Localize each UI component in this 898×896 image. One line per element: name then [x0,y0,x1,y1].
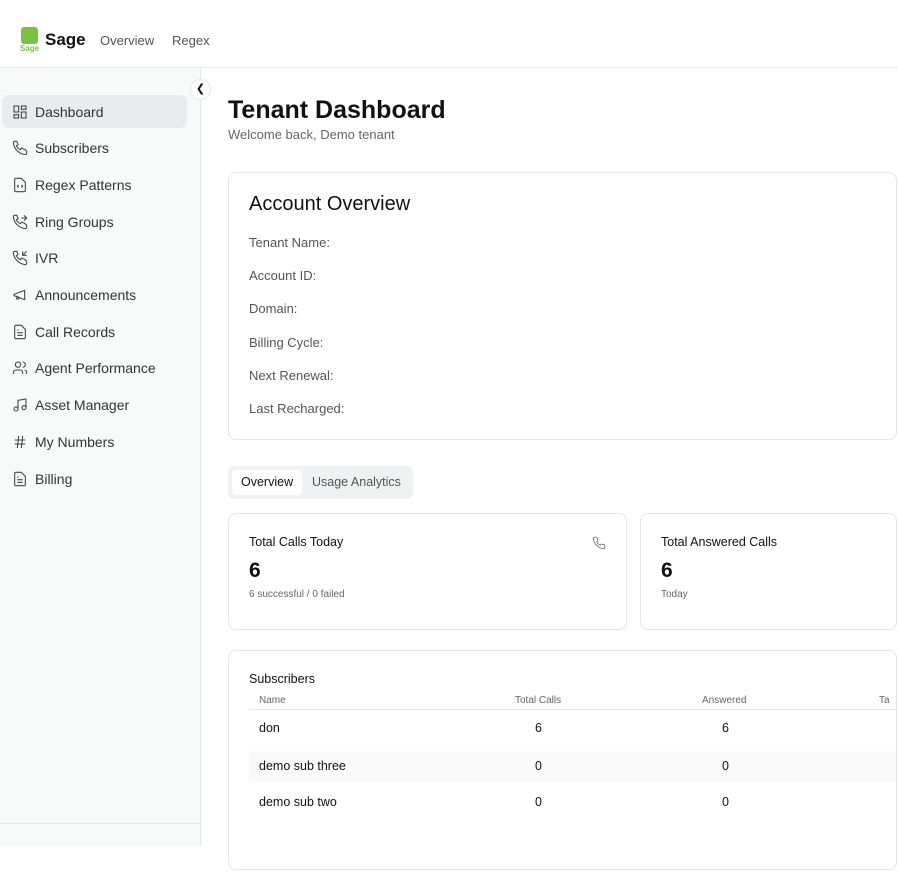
dashboard-icon [13,104,27,119]
stat-label: Total Calls Today [249,535,344,549]
cell-total: 0 [535,759,542,773]
header-divider [249,709,896,710]
sidebar-item-label: Agent Performance [35,360,156,377]
sidebar-item-label: Dashboard [35,103,104,120]
sidebar-item-dashboard[interactable]: Dashboard [2,95,187,128]
phone-icon [12,140,28,156]
main-content: Tenant Dashboard Welcome back, Demo tena… [201,68,898,896]
cell-name: don [259,721,280,735]
page-subtitle: Welcome back, Demo tenant [228,127,395,142]
table-row[interactable]: demo sub three 0 0 [249,751,896,782]
sidebar-item-label: My Numbers [35,433,115,450]
collapse-sidebar-button[interactable]: ❮ [190,79,211,100]
cell-total: 6 [535,721,542,735]
sidebar-item-label: Subscribers [35,140,109,157]
stat-label: Total Answered Calls [661,535,778,549]
account-overview-card: Account Overview Tenant Name: Account ID… [228,172,897,440]
cell-answered: 6 [722,721,729,735]
sidebar-item-call-records[interactable]: Call Records [2,315,187,348]
sidebar-item-asset-manager[interactable]: Asset Manager [2,389,187,422]
sidebar-item-agent-performance[interactable]: Agent Performance [2,352,187,385]
stat-value: 6 [249,559,261,582]
column-header-name: Name [259,695,286,706]
sidebar-item-ring-groups[interactable]: Ring Groups [2,205,187,238]
table-row[interactable]: don 6 6 [249,713,896,744]
tab-overview[interactable]: Overview [232,470,303,495]
sage-logo[interactable]: Sage [20,27,39,53]
sidebar-item-label: Ring Groups [35,213,114,230]
phone-forward-icon [12,214,28,229]
field-account-id: Account ID: [249,268,317,283]
sidebar-item-label: IVR [35,250,59,267]
hash-icon [14,435,26,448]
field-billing-cycle: Billing Cycle: [249,335,324,350]
sidebar-item-billing[interactable]: Billing [2,462,187,495]
file-text-icon [14,324,26,339]
stat-card-total-calls: Total Calls Today 6 6 successful / 0 fai… [228,513,627,630]
subscribers-table-card: Subscribers Name Total Calls Answered Ta… [228,650,897,870]
nav-overview[interactable]: Overview [100,33,155,48]
sidebar-item-label: Announcements [35,287,137,303]
account-overview-title: Account Overview [249,193,411,215]
field-domain: Domain: [249,301,298,316]
stat-subtext: Today [661,589,688,600]
tab-usage-analytics[interactable]: Usage Analytics [312,475,401,489]
brand-name[interactable]: Sage [45,30,86,49]
music-icon [13,398,27,412]
sidebar-item-label: Billing [35,470,73,487]
page-title: Tenant Dashboard [228,96,446,124]
cell-total: 0 [535,795,542,809]
sidebar-footer-divider [0,823,200,824]
sidebar-item-regex-patterns[interactable]: Regex Patterns [2,168,187,201]
tab-list: Overview Usage Analytics [228,466,413,499]
stat-subtext: 6 successful / 0 failed [249,589,345,600]
subscribers-title: Subscribers [249,672,315,686]
sidebar-item-my-numbers[interactable]: My Numbers [2,425,187,458]
chevron-left-icon: ❮ [195,83,206,95]
sidebar: Dashboard Subscribers Regex Patterns Ring G… [0,68,201,846]
phone-incoming-icon [12,251,28,266]
file-text-icon [14,471,26,486]
cell-answered: 0 [722,759,729,773]
users-icon [12,361,28,375]
file-code-icon [14,177,26,193]
field-next-renewal: Next Renewal: [249,368,334,383]
cell-answered: 0 [722,795,729,809]
table-row[interactable]: demo sub two 0 0 [249,787,896,818]
top-bar: Sage Sage Overview Regex [0,0,898,68]
column-header-truncated: Ta [879,695,890,706]
cell-name: demo sub three [259,759,346,773]
megaphone-icon [13,289,26,301]
sidebar-item-label: Regex Patterns [35,176,132,193]
stat-card-answered-calls: Total Answered Calls 6 Today [640,513,897,630]
sidebar-item-announcements[interactable]: Announcements [2,279,187,312]
column-header-total-calls: Total Calls [515,695,562,706]
phone-icon [592,536,606,550]
sidebar-item-label: Asset Manager [35,397,130,414]
cell-name: demo sub two [259,795,337,809]
field-tenant-name: Tenant Name: [249,235,330,250]
sidebar-item-subscribers[interactable]: Subscribers [2,132,187,165]
nav-regex[interactable]: Regex [172,33,210,48]
stat-value: 6 [661,559,673,582]
sidebar-item-label: Call Records [35,323,116,340]
field-last-recharged: Last Recharged: [249,401,345,416]
column-header-answered: Answered [702,695,747,706]
sidebar-item-ivr[interactable]: IVR [2,242,187,275]
